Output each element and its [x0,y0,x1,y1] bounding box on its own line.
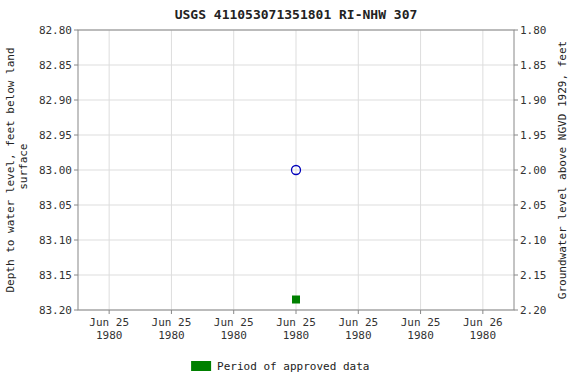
tick [233,310,234,314]
tick [514,135,518,136]
y-axis-label: Depth to water level, feet below land su… [4,47,30,292]
tick [109,310,110,314]
grid-line [296,30,297,310]
tick [514,170,518,171]
tick-label: 83.10 [39,234,72,247]
x-axis: Jun 251980 Jun 251980 Jun 251980 Jun 251980… [89,310,502,342]
tick-label: 1.95 [520,129,547,142]
y2-axis-label: Groundwater level above NGVD 1929, feet [556,41,569,299]
grid-line [171,30,172,310]
tick [296,310,297,314]
tick [358,310,359,314]
tick-label: Jun 251980 [401,316,441,342]
tick-label: Jun 251980 [338,316,378,342]
tick-label: 83.15 [39,269,72,282]
tick-label: 2.15 [520,269,547,282]
tick-label: 2.20 [520,304,547,317]
tick-label: 2.10 [520,234,547,247]
y2-axis: 2.20 2.15 2.10 2.05 2.00 1.95 1.90 1.85 1.80 [514,24,547,317]
tick-label: 82.95 [39,129,72,142]
tick-label: 2.05 [520,199,547,212]
tick [420,310,421,314]
tick [514,30,518,31]
tick-label: Jun 251980 [276,316,316,342]
tick-label: 1.85 [520,59,547,72]
tick [514,205,518,206]
tick-label: 1.80 [520,24,547,37]
tick [74,205,78,206]
legend-swatch [191,361,211,371]
marks [292,166,301,304]
tick [74,310,78,311]
tick [74,100,78,101]
tick [74,135,78,136]
tick-label: Jun 251980 [152,316,192,342]
tick-label: Jun 251980 [214,316,254,342]
chart: 82.80 82.85 82.90 82.95 83.00 83.05 83.10 83.15… [0,0,576,384]
grid-line [233,30,234,310]
tick [514,240,518,241]
tick-label: 83.00 [39,164,72,177]
tick [74,240,78,241]
tick [74,170,78,171]
tick [514,275,518,276]
grid-line [482,30,483,310]
plot-frame [78,30,514,310]
grid-line [358,30,359,310]
tick [482,310,483,314]
legend-label: Period of approved data [217,360,369,373]
tick-label: 83.20 [39,304,72,317]
y-axis: 82.80 82.85 82.90 82.95 83.00 83.05 83.10 83.15… [39,24,78,317]
title: USGS 411053071351801 RI-NHW 307 [175,7,418,22]
tick-label: Jun 251980 [89,316,129,342]
tick-label: Jun 261980 [463,316,503,342]
tick [74,30,78,31]
legend: Period of approved data [191,360,369,373]
grid [78,30,514,310]
tick-label: 83.05 [39,199,72,212]
tick-label: 82.85 [39,59,72,72]
tick-label: 2.00 [520,164,547,177]
tick-label: 82.80 [39,24,72,37]
tick [514,310,518,311]
tick [514,65,518,66]
data-point [292,166,301,175]
tick-label: 82.90 [39,94,72,107]
tick [74,275,78,276]
tick [74,65,78,66]
grid-line [420,30,421,310]
tick-label: 1.90 [520,94,547,107]
tick [171,310,172,314]
data-point [293,296,300,303]
tick [514,100,518,101]
grid-line [109,30,110,310]
